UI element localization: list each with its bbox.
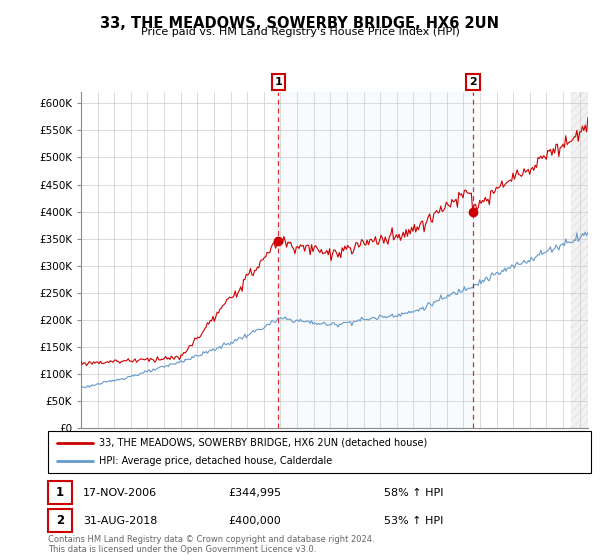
Text: 17-NOV-2006: 17-NOV-2006 (83, 488, 157, 498)
Text: £400,000: £400,000 (228, 516, 281, 526)
Bar (571, 92, 588, 428)
Text: HPI: Average price, detached house, Calderdale: HPI: Average price, detached house, Cald… (99, 456, 332, 466)
Text: 1: 1 (56, 486, 64, 499)
Text: 33, THE MEADOWS, SOWERBY BRIDGE, HX6 2UN (detached house): 33, THE MEADOWS, SOWERBY BRIDGE, HX6 2UN… (99, 438, 427, 448)
Text: £344,995: £344,995 (228, 488, 281, 498)
Text: 58% ↑ HPI: 58% ↑ HPI (384, 488, 443, 498)
Text: Contains HM Land Registry data © Crown copyright and database right 2024.
This d: Contains HM Land Registry data © Crown c… (48, 535, 374, 554)
Text: 53% ↑ HPI: 53% ↑ HPI (384, 516, 443, 526)
Text: 1: 1 (275, 77, 282, 87)
Text: 31-AUG-2018: 31-AUG-2018 (83, 516, 157, 526)
Text: Price paid vs. HM Land Registry's House Price Index (HPI): Price paid vs. HM Land Registry's House … (140, 27, 460, 37)
Text: 33, THE MEADOWS, SOWERBY BRIDGE, HX6 2UN: 33, THE MEADOWS, SOWERBY BRIDGE, HX6 2UN (101, 16, 499, 31)
Text: 2: 2 (469, 77, 477, 87)
Bar (278, 92, 473, 428)
Text: 2: 2 (56, 514, 64, 528)
